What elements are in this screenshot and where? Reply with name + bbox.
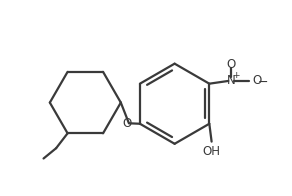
Text: O: O	[226, 57, 236, 71]
Text: N: N	[227, 74, 235, 87]
Text: −: −	[258, 76, 269, 89]
Text: O: O	[252, 74, 262, 87]
Text: O: O	[122, 117, 131, 130]
Text: +: +	[232, 71, 240, 80]
Text: OH: OH	[203, 145, 221, 158]
